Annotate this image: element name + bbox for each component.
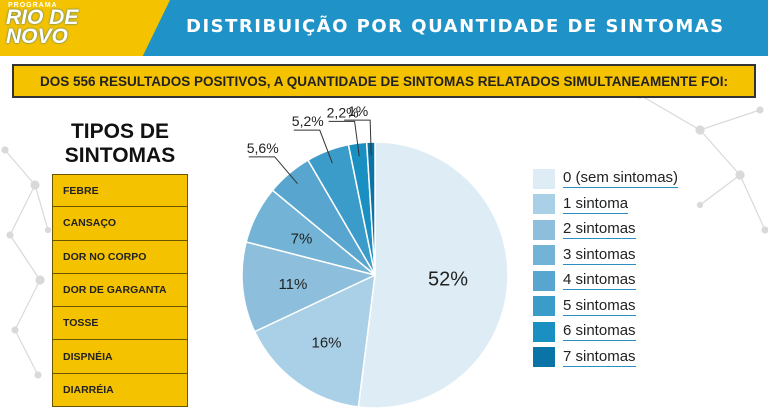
symptom-item: FEBRE bbox=[52, 174, 188, 208]
slice-data-label: 5,6% bbox=[247, 140, 279, 156]
legend-item: 7 sintomas bbox=[533, 345, 678, 371]
chart-legend: 0 (sem sintomas) 1 sintoma 2 sintomas 3 sin… bbox=[533, 166, 679, 371]
legend-swatch bbox=[533, 245, 555, 266]
symptom-types-title: TIPOS DE SINTOMAS bbox=[52, 120, 188, 168]
legend-item: 5 sintomas bbox=[533, 294, 678, 320]
logo-program-label: PROGRAMA bbox=[8, 2, 58, 9]
slice-data-label: 1% bbox=[348, 103, 368, 119]
legend-item: 2 sintomas bbox=[533, 217, 678, 243]
symptom-item: DIARRÉIA bbox=[52, 373, 188, 408]
slice-data-label: 2,2% bbox=[327, 104, 359, 120]
logo-wordmark: RIO DE NOVO bbox=[6, 6, 79, 48]
legend-swatch bbox=[533, 296, 555, 317]
leader-line bbox=[293, 129, 333, 164]
pie-slice bbox=[253, 273, 376, 408]
pie-slice bbox=[357, 141, 509, 409]
symptom-item: DOR DE GARGANTA bbox=[52, 273, 188, 308]
page-title: DISTRIBUIÇÃO POR QUANTIDADE DE SINTOMAS bbox=[186, 16, 725, 37]
leader-line bbox=[248, 156, 298, 185]
symptom-item: TOSSE bbox=[52, 307, 188, 341]
pie-slice bbox=[241, 241, 378, 333]
legend-item: 3 sintomas bbox=[533, 243, 678, 269]
legend-swatch bbox=[533, 321, 555, 342]
legend-item: 0 (sem sintomas) bbox=[533, 166, 679, 192]
symptom-types-list: FEBRE CANSAÇO DOR NO CORPO DOR DE GARGAN… bbox=[52, 174, 188, 408]
symptom-types-title-line-2: SINTOMAS bbox=[64, 144, 176, 167]
legend-label: 2 sintomas bbox=[563, 220, 636, 240]
logo-line-2: NOVO bbox=[6, 25, 68, 48]
slice-data-label: 11% bbox=[278, 276, 307, 293]
legend-label: 4 sintomas bbox=[563, 271, 636, 291]
legend-label: 7 sintomas bbox=[563, 347, 636, 367]
subtitle-banner: DOS 556 RESULTADOS POSITIVOS, A QUANTIDA… bbox=[12, 64, 756, 98]
legend-label: 6 sintomas bbox=[563, 322, 636, 342]
leader-line bbox=[328, 120, 360, 157]
header-bar: PROGRAMA RIO DE NOVO DISTRIBUIÇÃO POR QU… bbox=[0, 0, 768, 56]
legend-label: 1 sintoma bbox=[563, 194, 629, 214]
legend-swatch bbox=[533, 270, 555, 291]
symptom-item: DOR NO CORPO bbox=[52, 240, 188, 274]
symptom-types-title-line-1: TIPOS DE bbox=[70, 120, 170, 143]
logo-line-1: RIO DE bbox=[6, 6, 79, 29]
legend-item: 1 sintoma bbox=[533, 192, 678, 218]
legend-label: 0 (sem sintomas) bbox=[563, 169, 679, 189]
slice-data-label: 7% bbox=[291, 231, 313, 248]
leader-line bbox=[344, 119, 372, 156]
legend-swatch bbox=[533, 168, 555, 189]
subtitle-text: DOS 556 RESULTADOS POSITIVOS, A QUANTIDA… bbox=[39, 73, 729, 89]
symptom-item: CANSAÇO bbox=[52, 207, 188, 241]
program-logo: PROGRAMA RIO DE NOVO bbox=[0, 0, 170, 56]
legend-item: 6 sintomas bbox=[533, 319, 678, 345]
legend-swatch bbox=[533, 347, 555, 368]
slice-data-label: 52% bbox=[428, 269, 468, 291]
slice-data-label: 16% bbox=[312, 335, 342, 352]
legend-swatch bbox=[533, 219, 555, 240]
symptom-item: DISPNÉIA bbox=[52, 340, 188, 374]
slice-data-label: 5,2% bbox=[292, 113, 324, 129]
legend-item: 4 sintomas bbox=[533, 268, 678, 294]
legend-label: 5 sintomas bbox=[563, 296, 636, 316]
legend-label: 3 sintomas bbox=[563, 245, 636, 265]
legend-swatch bbox=[533, 194, 555, 215]
